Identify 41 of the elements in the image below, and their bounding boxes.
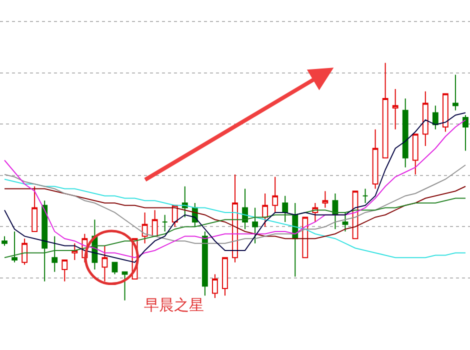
candlestick <box>282 195 288 222</box>
annotation: 早晨之星 <box>144 296 204 314</box>
candlestick <box>222 257 228 296</box>
candlestick <box>422 90 428 147</box>
candlestick <box>342 212 348 232</box>
candlestick <box>42 200 48 282</box>
candlestick <box>102 245 108 282</box>
candlestick <box>272 176 278 213</box>
candlestick <box>12 230 18 263</box>
candlestick <box>72 242 78 260</box>
candlestick <box>432 105 438 130</box>
candlestick <box>372 128 378 190</box>
candlestick <box>412 134 418 175</box>
candlestick <box>402 98 408 168</box>
candlestick <box>242 188 248 230</box>
candlestick <box>252 207 258 244</box>
candlestick <box>442 93 448 132</box>
candlestick <box>162 214 168 232</box>
candlestick <box>262 192 268 228</box>
candlestick <box>462 114 468 152</box>
candlestick <box>32 186 38 232</box>
candlestick <box>322 190 328 208</box>
candlestick <box>392 88 398 130</box>
candlestick <box>302 216 308 258</box>
candlestick <box>142 212 148 244</box>
candlestick <box>62 259 68 282</box>
candlestick <box>22 238 28 266</box>
candlestick <box>382 62 388 158</box>
candlestick <box>332 192 338 230</box>
candlestick <box>52 236 58 272</box>
candlestick <box>2 236 8 246</box>
candlestick <box>232 174 238 263</box>
candlestick <box>202 230 208 296</box>
candlestick <box>292 202 298 278</box>
candlestick <box>452 74 458 111</box>
candlestick <box>122 271 128 301</box>
candlestick <box>212 274 218 298</box>
candlestick <box>112 262 118 275</box>
candlestick <box>182 186 188 218</box>
candlestick <box>362 188 368 204</box>
candlestick <box>152 210 158 237</box>
